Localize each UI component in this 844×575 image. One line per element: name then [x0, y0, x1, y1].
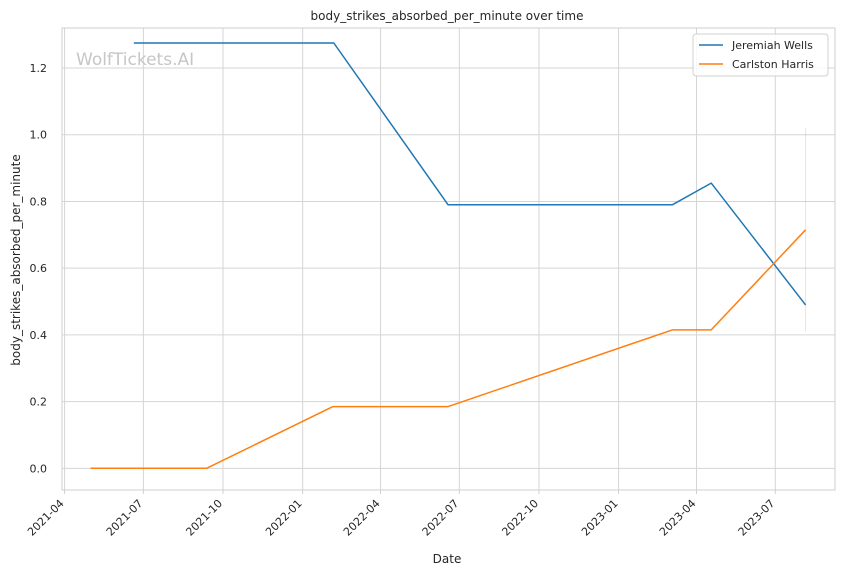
legend-label-carlston-harris: Carlston Harris	[732, 58, 814, 71]
y-axis-ticks: 0.0 0.2 0.4 0.6 0.8 1.0 1.2	[30, 62, 48, 475]
y-tick-label: 0.8	[30, 195, 48, 208]
y-tick-label: 0.4	[30, 329, 48, 342]
y-axis-label: body_strikes_absorbed_per_minute	[9, 154, 23, 365]
y-tick-label: 0.6	[30, 262, 48, 275]
chart-title: body_strikes_absorbed_per_minute over ti…	[311, 9, 584, 23]
series-line-carlston-harris	[90, 229, 807, 470]
y-tick-label: 0.0	[30, 462, 48, 475]
plot-frame	[61, 27, 836, 491]
y-tick-label: 1.0	[30, 129, 48, 142]
legend: Jeremiah Wells Carlston Harris	[692, 33, 829, 77]
y-tick-label: 0.2	[30, 396, 48, 409]
y-tick-label: 1.2	[30, 62, 48, 75]
x-axis-label: Date	[433, 552, 462, 566]
legend-label-jeremiah-wells: Jeremiah Wells	[731, 39, 813, 52]
series-lines	[90, 42, 807, 470]
series-line-jeremiah-wells	[133, 42, 807, 306]
watermark-text: WolfTickets.AI	[76, 50, 194, 70]
legend-box	[692, 33, 829, 77]
